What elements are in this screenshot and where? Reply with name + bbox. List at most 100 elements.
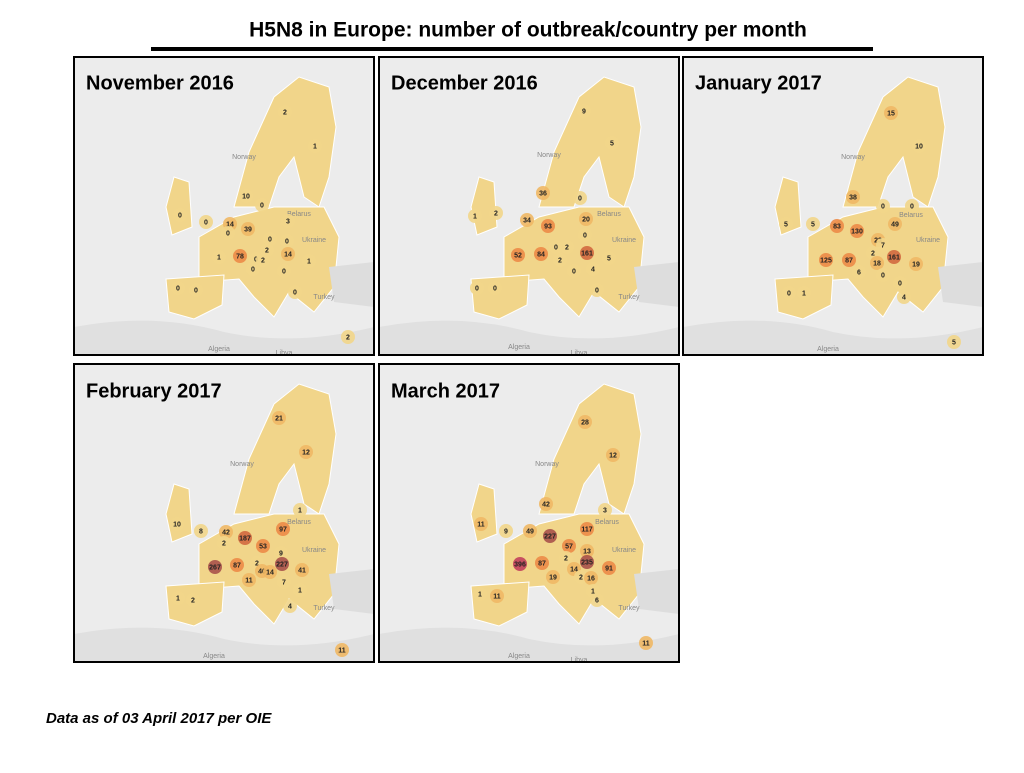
count-label: 2 bbox=[191, 597, 195, 604]
count-region bbox=[567, 264, 581, 278]
count-label: 10 bbox=[173, 521, 181, 528]
count-region bbox=[221, 226, 235, 240]
count-label: 28 bbox=[581, 419, 589, 426]
count-label: 125 bbox=[820, 257, 832, 264]
base-map bbox=[74, 364, 374, 662]
count-label: 97 bbox=[279, 526, 287, 533]
count-region bbox=[560, 240, 574, 254]
count-label: 187 bbox=[239, 535, 251, 542]
count-label: 4 bbox=[591, 266, 595, 273]
count-region bbox=[281, 214, 295, 228]
count-label: 14 bbox=[570, 566, 578, 573]
count-region bbox=[893, 276, 907, 290]
place-label: Belarus bbox=[597, 211, 621, 218]
place-label: Algeria bbox=[508, 653, 530, 660]
count-region bbox=[580, 555, 594, 569]
count-label: 0 bbox=[881, 203, 885, 210]
count-region bbox=[293, 503, 307, 517]
place-label: Algeria bbox=[208, 346, 230, 353]
count-label: 0 bbox=[898, 280, 902, 287]
count-region bbox=[539, 497, 553, 511]
count-label: 117 bbox=[581, 526, 592, 533]
count-region bbox=[842, 253, 856, 267]
count-label: 9 bbox=[504, 528, 508, 535]
count-region bbox=[277, 575, 291, 589]
count-label: 0 bbox=[493, 285, 497, 292]
count-label: 227 bbox=[276, 561, 288, 568]
count-label: 57 bbox=[565, 543, 573, 550]
count-label: 2 bbox=[579, 574, 583, 581]
count-region bbox=[233, 249, 247, 263]
count-label: 235 bbox=[581, 559, 593, 566]
count-label: 39 bbox=[244, 226, 252, 233]
map-title: March 2017 bbox=[391, 380, 500, 402]
count-region bbox=[577, 104, 591, 118]
count-region bbox=[488, 281, 502, 295]
count-region bbox=[884, 106, 898, 120]
count-label: 38 bbox=[849, 194, 857, 201]
count-region bbox=[212, 250, 226, 264]
count-label: 6 bbox=[857, 269, 861, 276]
count-region bbox=[852, 265, 866, 279]
count-label: 6 bbox=[595, 597, 599, 604]
count-label: 11 bbox=[245, 577, 253, 584]
count-label: 15 bbox=[887, 110, 895, 117]
count-region bbox=[573, 191, 587, 205]
place-label: Norway bbox=[537, 152, 561, 159]
count-region bbox=[275, 557, 289, 571]
count-region bbox=[876, 268, 890, 282]
count-label: 2 bbox=[346, 334, 350, 341]
place-label: Belarus bbox=[287, 211, 311, 218]
count-region bbox=[562, 539, 576, 553]
map: Norway Belarus Ukraine Turkey Algeria Libya 2 1… bbox=[74, 57, 374, 355]
count-region bbox=[208, 560, 222, 574]
panel-border bbox=[73, 56, 375, 356]
count-region bbox=[523, 524, 537, 538]
count-label: 49 bbox=[891, 221, 899, 228]
count-region bbox=[535, 556, 549, 570]
count-label: 4 bbox=[288, 603, 292, 610]
count-label: 1 bbox=[313, 143, 317, 150]
count-region bbox=[246, 262, 260, 276]
count-label: 5 bbox=[607, 255, 611, 262]
count-region bbox=[586, 262, 600, 276]
count-region bbox=[580, 544, 594, 558]
count-label: 2 bbox=[871, 250, 875, 257]
count-region bbox=[584, 571, 598, 585]
count-region bbox=[806, 217, 820, 231]
count-label: 0 bbox=[282, 268, 286, 275]
count-region bbox=[819, 253, 833, 267]
count-region bbox=[578, 415, 592, 429]
count-region bbox=[263, 232, 277, 246]
title-rule bbox=[151, 47, 873, 51]
count-region bbox=[217, 536, 231, 550]
count-region bbox=[238, 531, 252, 545]
count-label: 21 bbox=[275, 415, 283, 422]
count-region bbox=[173, 208, 187, 222]
base-map bbox=[74, 57, 374, 355]
count-region bbox=[830, 219, 844, 233]
place-label: Norway bbox=[535, 461, 559, 468]
count-region bbox=[171, 281, 185, 295]
count-label: 9 bbox=[582, 108, 586, 115]
count-region bbox=[470, 281, 484, 295]
panel-border bbox=[378, 56, 680, 356]
count-label: 1 bbox=[473, 213, 477, 220]
count-region bbox=[189, 283, 203, 297]
map-panel: Norway Belarus Ukraine Turkey Algeria Libya 9 5… bbox=[378, 56, 680, 356]
count-region bbox=[276, 522, 290, 536]
count-region bbox=[534, 247, 548, 261]
base-map bbox=[379, 364, 679, 662]
place-label: Norway bbox=[841, 154, 865, 161]
count-region bbox=[909, 257, 923, 271]
count-label: 0 bbox=[787, 290, 791, 297]
count-label: 83 bbox=[833, 223, 841, 230]
count-label: 2 bbox=[222, 540, 226, 547]
count-label: 0 bbox=[554, 244, 558, 251]
count-label: 130 bbox=[851, 228, 863, 235]
panel-border bbox=[378, 363, 680, 663]
count-region bbox=[239, 189, 253, 203]
count-label: 0 bbox=[194, 287, 198, 294]
count-region bbox=[887, 250, 901, 264]
